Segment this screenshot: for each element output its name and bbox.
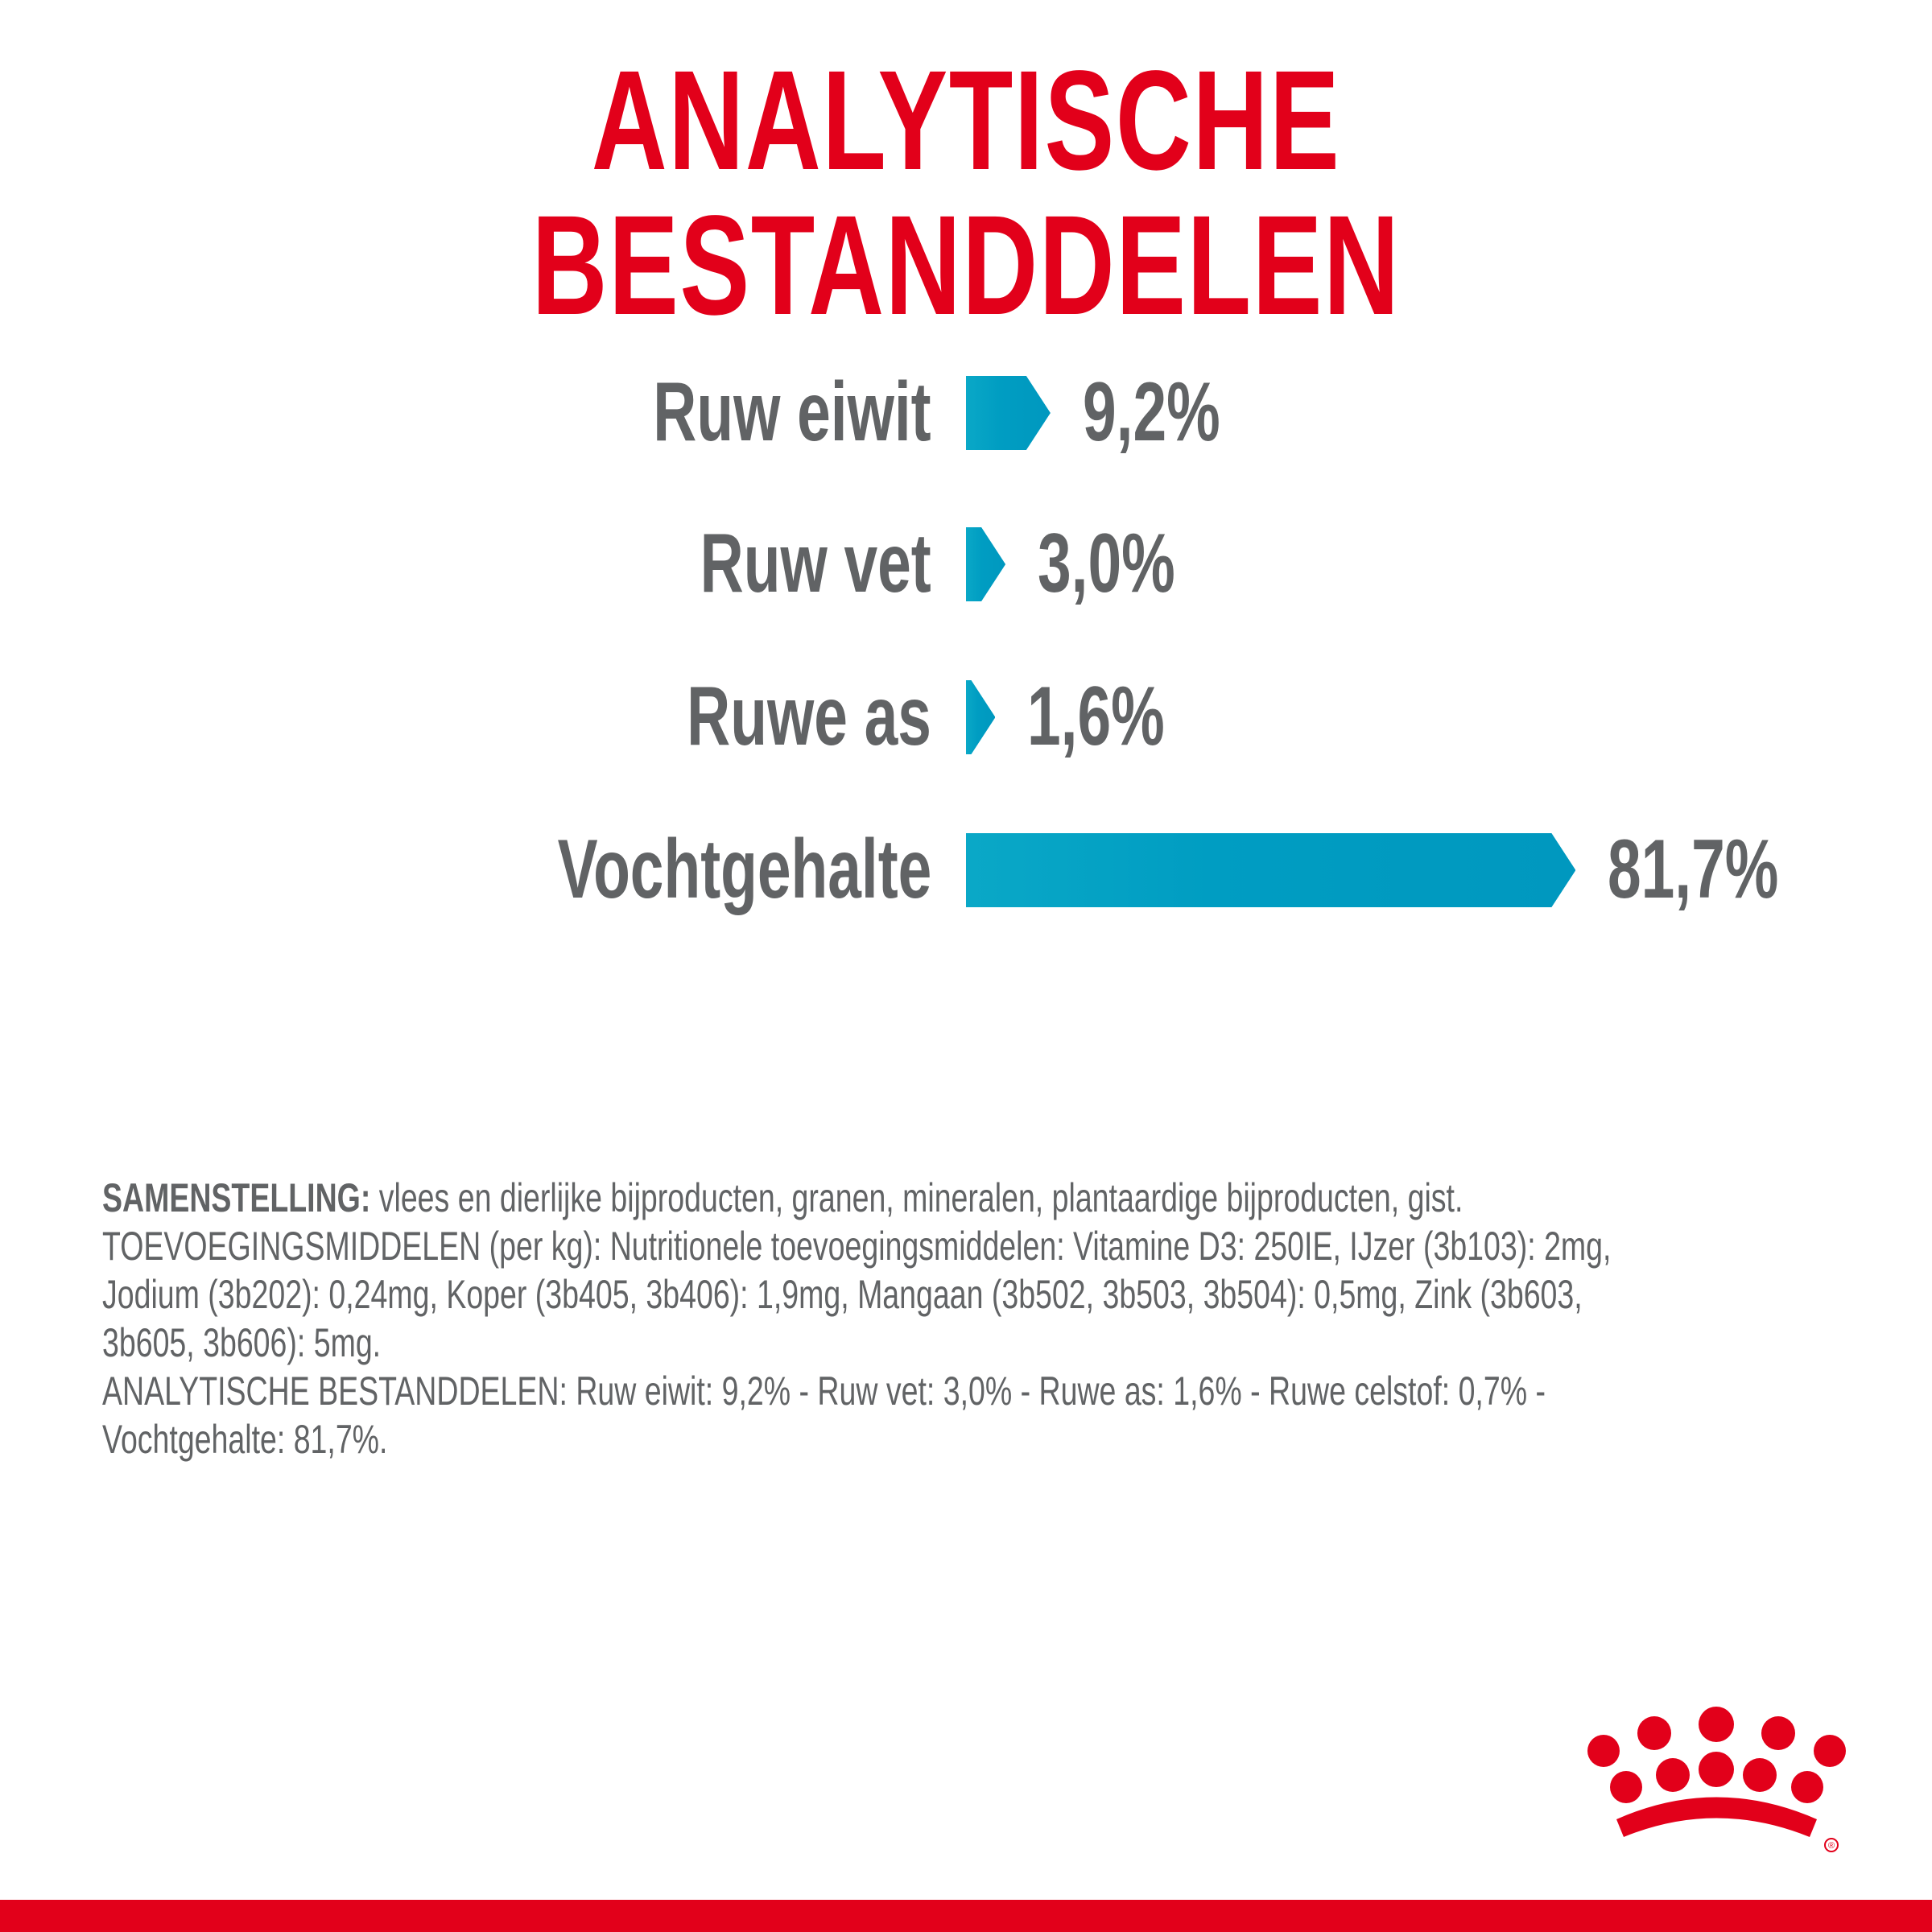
composition-line: ANALYTISCHE BESTANDDELEN: Ruw eiwit: 9,2… <box>102 1368 1546 1414</box>
royal-canin-logo: ® <box>1587 1707 1846 1852</box>
bar-label: Vochtgehalte <box>557 823 931 916</box>
bar-value-label: 9,2% <box>1082 365 1220 459</box>
bar-row: Vochtgehalte 81,7% <box>0 825 1932 914</box>
bar <box>966 376 1051 450</box>
composition-line: 3b605, 3b606): 5mg. <box>102 1320 382 1365</box>
bar-label: Ruw vet <box>700 517 931 610</box>
composition-line: Jodium (3b202): 0,24mg, Koper (3b405, 3b… <box>102 1272 1583 1317</box>
bar-label: Ruw eiwit <box>653 365 931 459</box>
registered-mark: ® <box>1828 1841 1835 1851</box>
bar-row: Ruwe as 1,6% <box>0 672 1932 761</box>
bottom-red-band <box>0 1900 1932 1932</box>
composition-line: Vochtgehalte: 81,7%. <box>102 1417 388 1462</box>
bar-value-label: 81,7% <box>1608 823 1779 916</box>
bar-row: Ruw eiwit 9,2% <box>0 368 1932 456</box>
bar-value-label: 1,6% <box>1027 670 1166 763</box>
bar-row: Ruw vet 3,0% <box>0 519 1932 608</box>
bar <box>966 833 1576 907</box>
composition-text: SAMENSTELLING: vlees en dierlijke bijpro… <box>102 1174 1611 1463</box>
composition-line: SAMENSTELLING: vlees en dierlijke bijpro… <box>102 1175 1463 1220</box>
bar <box>966 527 1005 601</box>
bar <box>966 680 996 754</box>
bar-label: Ruwe as <box>687 670 931 763</box>
page-title: ANALYTISCHE BESTANDDELEN <box>531 42 1401 345</box>
bar-value-label: 3,0% <box>1038 517 1175 610</box>
composition-line: TOEVOEGINGSMIDDELEN (per kg): Nutritione… <box>102 1224 1612 1269</box>
composition-heading: SAMENSTELLING: <box>102 1175 371 1220</box>
